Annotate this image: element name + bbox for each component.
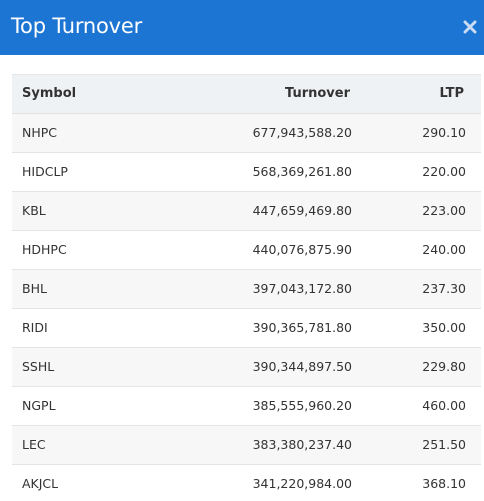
- cell-ltp: 460.00: [354, 386, 481, 426]
- cell-turnover: 341,220,984.00: [172, 464, 354, 501]
- cell-symbol: AKJCL: [12, 464, 172, 501]
- close-button[interactable]: [459, 16, 481, 38]
- cell-ltp: 237.30: [354, 269, 481, 309]
- table-row: HIDCLP 568,369,261.80 220.00: [12, 152, 481, 192]
- column-header-turnover: Turnover: [172, 75, 354, 114]
- close-x-icon: [463, 20, 477, 34]
- cell-symbol: NHPC: [12, 113, 172, 153]
- cell-ltp: 223.00: [354, 191, 481, 231]
- cell-symbol: BHL: [12, 269, 172, 309]
- table-row: RIDI 390,365,781.80 350.00: [12, 308, 481, 348]
- cell-symbol: KBL: [12, 191, 172, 231]
- cell-symbol: HDHPC: [12, 230, 172, 270]
- table-row: NGPL 385,555,960.20 460.00: [12, 386, 481, 426]
- column-header-ltp: LTP: [354, 75, 481, 114]
- cell-turnover: 390,344,897.50: [172, 347, 354, 387]
- cell-turnover: 440,076,875.90: [172, 230, 354, 270]
- cell-ltp: 368.10: [354, 464, 481, 501]
- cell-turnover: 447,659,469.80: [172, 191, 354, 231]
- cell-turnover: 385,555,960.20: [172, 386, 354, 426]
- table-row: KBL 447,659,469.80 223.00: [12, 191, 481, 231]
- table-row: SSHL 390,344,897.50 229.80: [12, 347, 481, 387]
- modal-title: Top Turnover: [11, 14, 143, 38]
- cell-turnover: 390,365,781.80: [172, 308, 354, 348]
- cell-turnover: 383,380,237.40: [172, 425, 354, 465]
- cell-symbol: HIDCLP: [12, 152, 172, 192]
- cell-symbol: RIDI: [12, 308, 172, 348]
- column-header-symbol: Symbol: [12, 75, 172, 114]
- cell-turnover: 397,043,172.80: [172, 269, 354, 309]
- table-header-row: Symbol Turnover LTP: [12, 75, 481, 114]
- table-row: BHL 397,043,172.80 237.30: [12, 269, 481, 309]
- table-row: LEC 383,380,237.40 251.50: [12, 425, 481, 465]
- table-row: HDHPC 440,076,875.90 240.00: [12, 230, 481, 270]
- cell-ltp: 251.50: [354, 425, 481, 465]
- cell-ltp: 220.00: [354, 152, 481, 192]
- cell-turnover: 677,943,588.20: [172, 113, 354, 153]
- cell-symbol: NGPL: [12, 386, 172, 426]
- cell-turnover: 568,369,261.80: [172, 152, 354, 192]
- table-row: NHPC 677,943,588.20 290.10: [12, 113, 481, 153]
- cell-symbol: SSHL: [12, 347, 172, 387]
- cell-ltp: 229.80: [354, 347, 481, 387]
- cell-ltp: 240.00: [354, 230, 481, 270]
- cell-symbol: LEC: [12, 425, 172, 465]
- turnover-table: Symbol Turnover LTP NHPC 677,943,588.20 …: [12, 75, 481, 501]
- turnover-table-container: Symbol Turnover LTP NHPC 677,943,588.20 …: [12, 74, 481, 501]
- cell-ltp: 350.00: [354, 308, 481, 348]
- modal-header: Top Turnover: [0, 0, 484, 55]
- cell-ltp: 290.10: [354, 113, 481, 153]
- table-row: AKJCL 341,220,984.00 368.10: [12, 464, 481, 501]
